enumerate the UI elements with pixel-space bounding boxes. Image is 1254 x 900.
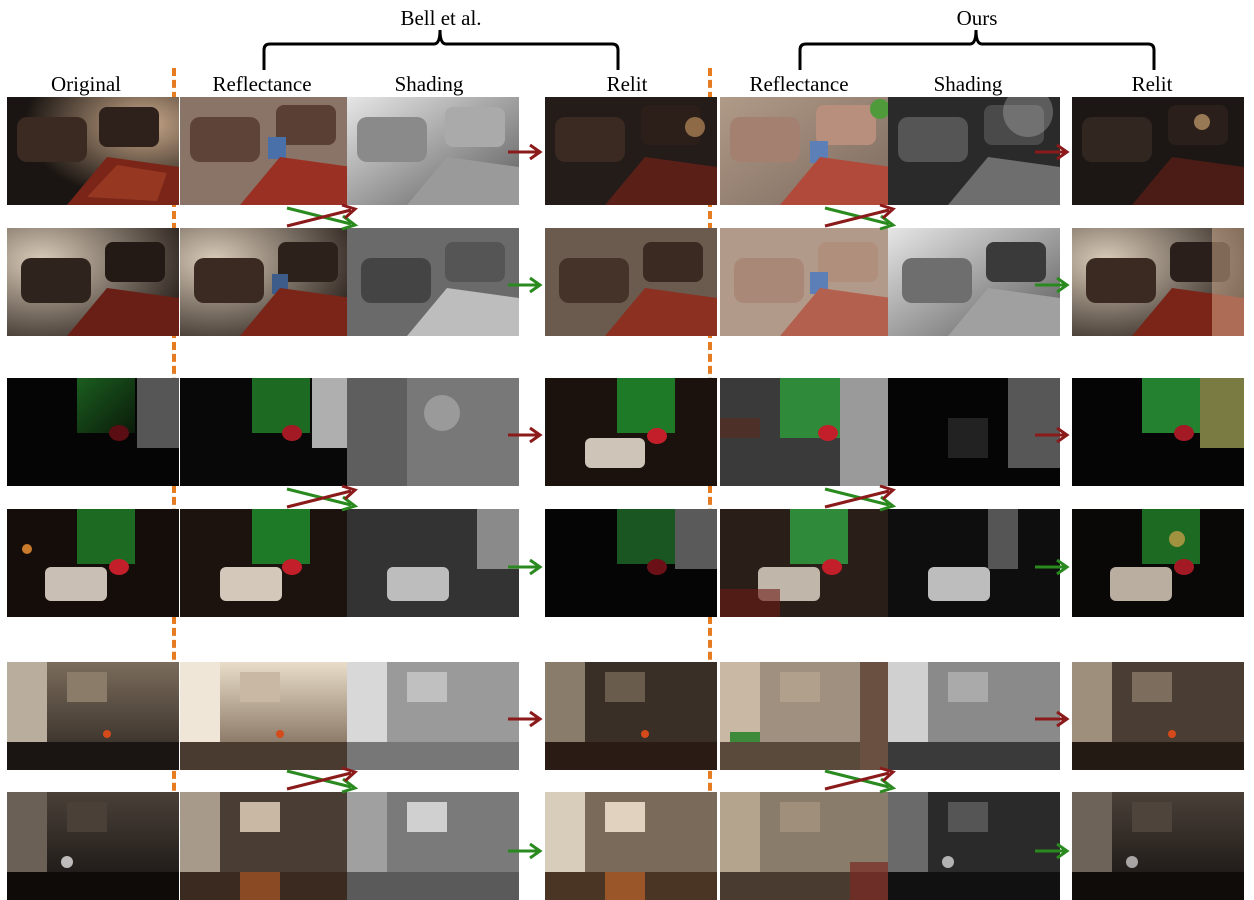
panel-s3r1-bell-shading	[347, 662, 519, 770]
group-label-ours: Ours	[956, 6, 998, 30]
panel-s3r2-original	[7, 792, 179, 900]
arrow-bell-s3r1-red	[508, 710, 543, 728]
panel-s2r1-ours-reflectance	[720, 378, 892, 486]
arrow-bell-s1r1-red	[508, 143, 543, 161]
panel-s2r2-original	[7, 509, 179, 617]
col-label-ours-shading: Shading	[933, 72, 1003, 96]
panel-s1r1-ours-relit	[1072, 97, 1244, 205]
panel-s3r1-ours-shading	[888, 662, 1060, 770]
arrow-bell-s1r2-green	[508, 276, 543, 294]
col-label-bell-shading: Shading	[394, 72, 464, 96]
panel-s3r2-bell-relit	[545, 792, 717, 900]
panel-s1r2-bell-shading	[347, 228, 519, 336]
arrow-ours-s3r1-red	[1035, 710, 1070, 728]
panel-s2r2-ours-shading	[888, 509, 1060, 617]
panel-s2r2-bell-relit	[545, 509, 717, 617]
panel-s3r2-bell-shading	[347, 792, 519, 900]
panel-s3r2-ours-relit	[1072, 792, 1244, 900]
panel-s3r2-bell-reflectance	[180, 792, 352, 900]
col-label-ours-reflectance: Reflectance	[749, 72, 849, 96]
cross-arrows-ours-s2	[824, 484, 897, 512]
panel-s1r1-ours-reflectance	[720, 97, 892, 205]
arrow-bell-s2r1-red	[508, 426, 543, 444]
panel-s1r2-ours-relit	[1072, 228, 1244, 336]
cross-arrows-bell-s1	[286, 203, 359, 231]
panel-s3r2-ours-reflectance	[720, 792, 892, 900]
panel-s2r2-ours-reflectance	[720, 509, 892, 617]
panel-s2r1-bell-relit	[545, 378, 717, 486]
panel-s1r1-bell-shading	[347, 97, 519, 205]
col-label-bell-relit: Relit	[606, 72, 648, 96]
arrow-ours-s1r2-green	[1035, 276, 1070, 294]
cross-arrows-bell-s2	[286, 484, 359, 512]
ours-bracket	[798, 29, 1156, 70]
panel-s3r2-ours-shading	[888, 792, 1060, 900]
panel-s1r2-bell-relit	[545, 228, 717, 336]
panel-s2r1-ours-shading	[888, 378, 1060, 486]
arrow-bell-s3r2-green	[508, 842, 543, 860]
panel-s3r1-ours-relit	[1072, 662, 1244, 770]
panel-s1r2-bell-reflectance	[180, 228, 352, 336]
panel-s3r1-bell-relit	[545, 662, 717, 770]
panel-s2r1-bell-shading	[347, 378, 519, 486]
panel-s1r2-ours-shading	[888, 228, 1060, 336]
bell-bracket	[262, 29, 620, 70]
cross-arrows-bell-s3	[286, 766, 359, 794]
panel-s2r2-bell-reflectance	[180, 509, 352, 617]
panel-s1r1-ours-shading	[888, 97, 1060, 205]
panel-s2r2-bell-shading	[347, 509, 519, 617]
arrow-ours-s2r1-red	[1035, 426, 1070, 444]
panel-s1r2-original	[7, 228, 179, 336]
arrow-ours-s3r2-green	[1035, 842, 1070, 860]
panel-s3r1-original	[7, 662, 179, 770]
cross-arrows-ours-s1	[824, 203, 897, 231]
panel-s2r1-original	[7, 378, 179, 486]
panel-s1r1-bell-reflectance	[180, 97, 352, 205]
panel-s2r1-bell-reflectance	[180, 378, 352, 486]
col-label-original: Original	[51, 72, 121, 96]
panel-s1r1-original	[7, 97, 179, 205]
col-label-bell-reflectance: Reflectance	[212, 72, 312, 96]
panel-s3r1-bell-reflectance	[180, 662, 352, 770]
arrow-ours-s2r2-green	[1035, 558, 1070, 576]
group-label-bell: Bell et al.	[400, 6, 482, 30]
cross-arrows-ours-s3	[824, 766, 897, 794]
panel-s3r1-ours-reflectance	[720, 662, 892, 770]
panel-s1r2-ours-reflectance	[720, 228, 892, 336]
arrow-bell-s2r2-green	[508, 558, 543, 576]
panel-s2r1-ours-relit	[1072, 378, 1244, 486]
col-label-ours-relit: Relit	[1131, 72, 1173, 96]
arrow-ours-s1r1-red	[1035, 143, 1070, 161]
panel-s2r2-ours-relit	[1072, 509, 1244, 617]
panel-s1r1-bell-relit	[545, 97, 717, 205]
